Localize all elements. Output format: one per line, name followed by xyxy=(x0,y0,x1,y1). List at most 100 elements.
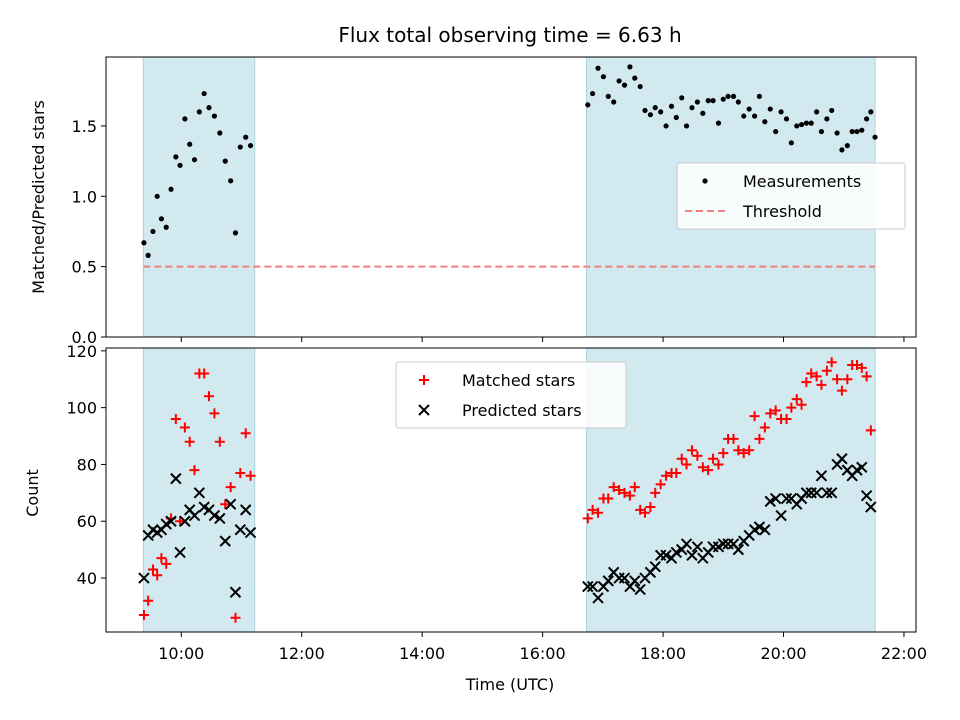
predicted-stars-point xyxy=(780,492,793,505)
predicted-stars-point xyxy=(660,549,672,562)
matched-stars-point xyxy=(203,391,214,402)
matched-stars-point xyxy=(744,445,755,456)
predicted-stars-point xyxy=(856,461,868,473)
measurement-point xyxy=(228,178,234,184)
matched-stars-point xyxy=(781,414,792,424)
predicted-stars-point xyxy=(214,512,226,525)
chart-title: Flux total observing time = 6.63 h xyxy=(338,23,681,47)
matched-stars-point xyxy=(842,374,853,385)
legend-dot-marker xyxy=(702,178,708,184)
predicted-stars-point xyxy=(753,521,766,533)
matched-stars-point xyxy=(235,467,246,478)
measurement-point xyxy=(868,109,874,115)
matched-stars-point xyxy=(184,436,195,447)
matched-stars-point xyxy=(240,428,251,439)
predicted-stars-point xyxy=(582,580,594,593)
ratio-y-tick-label: 0.0 xyxy=(72,328,97,347)
predicted-stars-point xyxy=(224,498,237,510)
predicted-stars-point xyxy=(769,492,782,505)
measurement-point xyxy=(616,78,622,84)
matched-stars-point xyxy=(728,433,739,444)
matched-stars-point xyxy=(138,609,149,620)
legend-label: Matched stars xyxy=(462,371,575,390)
predicted-stars-point xyxy=(634,583,646,596)
ratio-y-tick-label: 1.5 xyxy=(72,117,97,136)
measurement-point xyxy=(163,224,169,230)
matched-stars-point xyxy=(230,612,241,623)
measurement-point xyxy=(201,90,207,97)
matched-stars-point xyxy=(619,487,630,498)
matched-stars-point xyxy=(770,405,781,416)
measurement-point xyxy=(187,141,193,147)
measurement-point xyxy=(206,105,212,111)
measurement-point xyxy=(232,230,239,236)
matched-stars-point xyxy=(143,595,154,606)
measurement-point xyxy=(844,143,850,149)
matched-stars-point xyxy=(189,465,200,476)
measurement-point xyxy=(741,113,747,119)
x-tick-label: 14:00 xyxy=(399,644,445,663)
measurement-point xyxy=(247,143,254,149)
measurement-point xyxy=(663,123,669,129)
matched-stars-point xyxy=(811,371,822,382)
predicted-stars-point xyxy=(764,495,776,508)
predicted-stars-point xyxy=(592,592,604,604)
measurement-point xyxy=(585,102,591,108)
count-legend: Matched stars Predicted stars xyxy=(395,361,627,429)
predicted-stars-point xyxy=(240,504,252,516)
matched-stars-point xyxy=(821,365,832,376)
matched-stars-point xyxy=(816,379,827,390)
x-tick-label: 18:00 xyxy=(640,644,686,663)
measurement-point xyxy=(720,96,726,102)
legend-box xyxy=(395,361,627,429)
predicted-stars-point xyxy=(138,572,150,584)
measurement-point xyxy=(762,119,768,125)
measurement-point xyxy=(715,120,722,126)
measurement-point xyxy=(700,110,706,116)
measurement-point xyxy=(642,107,648,114)
count-y-tick-label: 120 xyxy=(66,342,97,361)
observing-window-shade xyxy=(142,56,256,338)
matched-stars-point xyxy=(582,513,593,524)
measurement-point xyxy=(150,228,156,235)
predicted-stars-point xyxy=(680,538,693,550)
measurement-point xyxy=(145,252,151,258)
count-axes-frame xyxy=(105,347,917,633)
predicted-stars-point xyxy=(670,546,683,559)
measurement-point xyxy=(864,116,870,122)
predicted-stars-point xyxy=(618,572,631,584)
matched-stars-point xyxy=(826,357,837,368)
matched-stars-point xyxy=(220,499,231,510)
count-y-tick-label: 40 xyxy=(77,569,97,588)
predicted-stars-point xyxy=(810,487,823,499)
matched-stars-point xyxy=(738,448,749,459)
legend-label: Threshold xyxy=(742,202,822,221)
matched-stars-point xyxy=(718,448,729,459)
predicted-stars-point xyxy=(775,509,787,522)
matched-stars-point xyxy=(156,553,167,564)
predicted-stars-point xyxy=(629,575,641,587)
matched-stars-point xyxy=(786,402,797,413)
legend-box xyxy=(676,162,906,230)
measurement-point xyxy=(818,128,825,135)
matched-stars-point xyxy=(765,408,776,419)
matched-stars-point xyxy=(650,487,661,498)
predicted-stars-point xyxy=(821,487,833,499)
measurement-point xyxy=(788,140,794,146)
measurement-point xyxy=(605,93,611,99)
measurement-point xyxy=(694,99,700,105)
matched-stars-point xyxy=(856,362,867,373)
matched-stars-point xyxy=(692,450,703,461)
matched-stars-point xyxy=(214,436,225,447)
matched-stars-point xyxy=(199,368,210,379)
measurement-point xyxy=(872,134,878,140)
predicted-stars-point xyxy=(229,586,242,598)
measurement-point xyxy=(849,128,855,135)
legend-label: Measurements xyxy=(743,172,861,191)
measurement-point xyxy=(595,65,601,71)
predicted-stars-point xyxy=(717,538,729,550)
measurement-point xyxy=(783,116,790,122)
matched-stars-point xyxy=(713,459,724,470)
measurement-point xyxy=(710,98,716,104)
